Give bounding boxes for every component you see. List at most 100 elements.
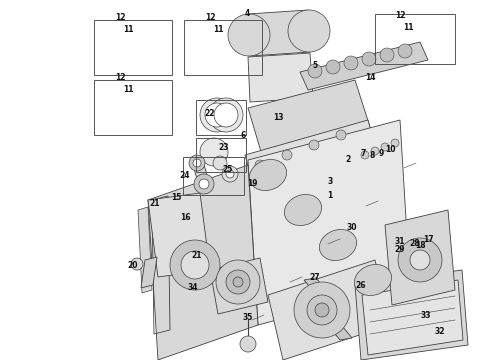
- Text: 26: 26: [356, 280, 366, 289]
- Text: 35: 35: [243, 314, 253, 323]
- Bar: [196, 138, 246, 172]
- Text: 11: 11: [123, 26, 133, 35]
- Bar: [183, 157, 244, 195]
- Circle shape: [288, 10, 330, 52]
- Text: 27: 27: [310, 274, 320, 283]
- Text: 31: 31: [395, 238, 405, 247]
- Circle shape: [199, 179, 209, 189]
- Text: 5: 5: [313, 60, 318, 69]
- Circle shape: [410, 250, 430, 270]
- Circle shape: [398, 238, 442, 282]
- Text: 2: 2: [345, 156, 351, 165]
- Circle shape: [214, 103, 238, 127]
- Circle shape: [222, 166, 238, 182]
- Text: 9: 9: [378, 148, 384, 158]
- Polygon shape: [385, 210, 455, 305]
- Polygon shape: [304, 278, 330, 297]
- Circle shape: [200, 138, 228, 166]
- Text: 15: 15: [171, 193, 181, 202]
- Circle shape: [315, 303, 329, 317]
- Text: 10: 10: [385, 145, 395, 154]
- Text: 7: 7: [360, 148, 366, 158]
- Text: 28: 28: [410, 239, 420, 248]
- Text: 8: 8: [369, 152, 375, 161]
- Bar: [184, 20, 262, 75]
- Text: 34: 34: [188, 284, 198, 292]
- Text: 21: 21: [150, 198, 160, 207]
- Circle shape: [216, 260, 260, 304]
- Text: 12: 12: [115, 13, 125, 22]
- Circle shape: [209, 98, 243, 132]
- Polygon shape: [245, 120, 383, 210]
- Circle shape: [213, 156, 227, 170]
- Ellipse shape: [319, 229, 357, 261]
- Polygon shape: [141, 257, 157, 288]
- Circle shape: [193, 159, 201, 167]
- Circle shape: [170, 240, 220, 290]
- Polygon shape: [268, 260, 390, 360]
- Text: 21: 21: [192, 252, 202, 261]
- Circle shape: [344, 56, 358, 70]
- Text: 11: 11: [213, 26, 223, 35]
- Text: 4: 4: [245, 9, 249, 18]
- Circle shape: [381, 143, 389, 151]
- Text: 33: 33: [421, 311, 431, 320]
- Text: 11: 11: [123, 85, 133, 94]
- Circle shape: [391, 139, 399, 147]
- Circle shape: [189, 155, 205, 171]
- Circle shape: [255, 160, 265, 170]
- Text: 19: 19: [247, 179, 257, 188]
- Polygon shape: [148, 165, 258, 360]
- Text: 12: 12: [205, 13, 215, 22]
- Polygon shape: [148, 193, 210, 277]
- Circle shape: [200, 98, 234, 132]
- Circle shape: [240, 336, 256, 352]
- Text: 13: 13: [273, 113, 283, 122]
- Text: 29: 29: [395, 246, 405, 255]
- Text: 14: 14: [365, 72, 375, 81]
- Text: 22: 22: [205, 108, 215, 117]
- Circle shape: [181, 251, 209, 279]
- Text: 1: 1: [327, 190, 333, 199]
- Text: 6: 6: [241, 130, 245, 139]
- Circle shape: [282, 150, 292, 160]
- Circle shape: [226, 270, 250, 294]
- Text: 30: 30: [347, 224, 357, 233]
- Bar: [94, 80, 172, 135]
- Text: 18: 18: [415, 242, 425, 251]
- Text: 11: 11: [403, 23, 413, 32]
- Circle shape: [326, 60, 340, 74]
- Polygon shape: [210, 258, 268, 314]
- Circle shape: [205, 103, 229, 127]
- Text: 16: 16: [180, 213, 190, 222]
- Ellipse shape: [354, 265, 392, 296]
- Text: 17: 17: [423, 235, 433, 244]
- Text: 24: 24: [180, 171, 190, 180]
- Circle shape: [371, 147, 379, 155]
- Polygon shape: [248, 120, 410, 325]
- Circle shape: [233, 277, 243, 287]
- Text: 25: 25: [223, 166, 233, 175]
- Bar: [375, 14, 455, 64]
- Circle shape: [309, 140, 319, 150]
- Text: 32: 32: [435, 328, 445, 337]
- Bar: [94, 20, 172, 75]
- Bar: [196, 100, 246, 135]
- Text: 12: 12: [395, 12, 405, 21]
- Polygon shape: [248, 10, 310, 56]
- Circle shape: [226, 170, 234, 178]
- Circle shape: [294, 282, 350, 338]
- Ellipse shape: [284, 194, 321, 225]
- Circle shape: [398, 44, 412, 58]
- Circle shape: [362, 52, 376, 66]
- Text: 23: 23: [219, 144, 229, 153]
- Polygon shape: [355, 270, 468, 360]
- Circle shape: [307, 295, 337, 325]
- Circle shape: [336, 130, 346, 140]
- Text: 3: 3: [327, 177, 333, 186]
- Text: 12: 12: [115, 73, 125, 82]
- Polygon shape: [248, 53, 313, 102]
- Polygon shape: [362, 280, 463, 355]
- Circle shape: [194, 174, 214, 194]
- Text: 20: 20: [128, 261, 138, 270]
